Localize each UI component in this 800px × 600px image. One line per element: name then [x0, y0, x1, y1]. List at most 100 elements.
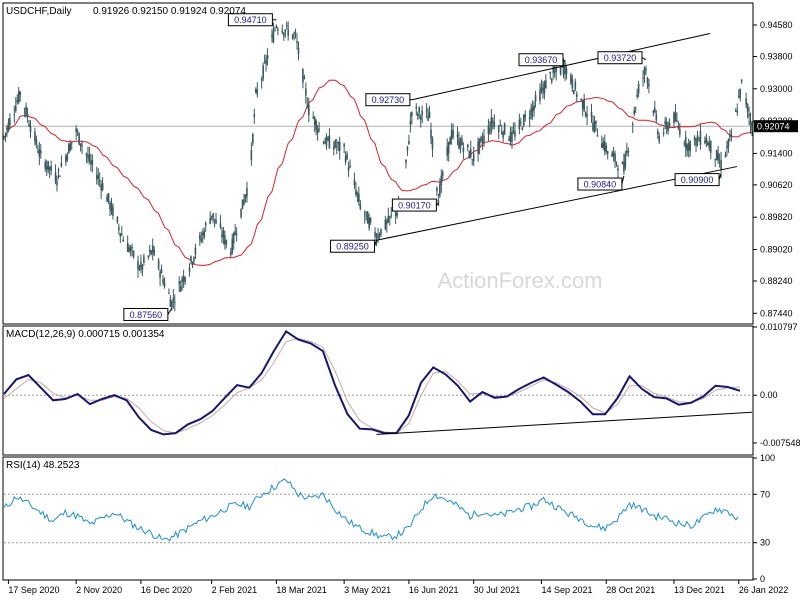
- candle-body: [120, 233, 123, 236]
- candle-body: [254, 89, 257, 93]
- candle-body: [168, 292, 170, 294]
- candle-body: [559, 67, 562, 75]
- candle-body: [282, 32, 285, 36]
- candle-body: [231, 238, 234, 253]
- candle-body: [677, 126, 680, 129]
- price-tick-label: 0.93800: [760, 51, 793, 61]
- candle-body: [478, 138, 481, 147]
- candle-body: [621, 162, 624, 165]
- candle-body: [570, 74, 572, 83]
- candle-body: [266, 55, 269, 59]
- candle-body: [57, 169, 60, 172]
- candle-body: [153, 249, 155, 256]
- candle-body: [617, 168, 619, 171]
- candle-body: [662, 132, 665, 134]
- candle-body: [37, 151, 39, 153]
- candle-body: [396, 212, 398, 216]
- candle-body: [592, 122, 594, 131]
- candle-body: [574, 81, 577, 90]
- candle-body: [416, 113, 419, 117]
- candle-body: [141, 265, 144, 270]
- candle-body: [726, 146, 728, 149]
- candle-body: [38, 149, 41, 157]
- candle-body: [736, 111, 739, 113]
- candle-body: [715, 150, 718, 160]
- candle-body: [305, 88, 307, 96]
- candle-body: [122, 239, 125, 242]
- candle-body: [522, 114, 525, 126]
- candle-body: [241, 199, 244, 209]
- candle-body: [378, 235, 381, 237]
- candle-body: [222, 230, 225, 238]
- price-annotation-label: 0.90170: [398, 201, 431, 211]
- candle-body: [717, 152, 719, 161]
- price-annotation-label: 0.92730: [372, 95, 405, 105]
- candle-body: [596, 135, 599, 137]
- candle-body: [40, 150, 42, 154]
- candle-body: [318, 128, 320, 130]
- candle-body: [23, 108, 26, 110]
- candle-body: [35, 139, 38, 145]
- candle-body: [530, 107, 532, 117]
- candle-body: [708, 142, 711, 149]
- candle-body: [580, 98, 582, 100]
- candle-body: [539, 90, 541, 101]
- candle-body: [683, 143, 686, 145]
- price-panel: [2, 2, 754, 325]
- candle-body: [746, 103, 749, 112]
- candle-body: [302, 68, 304, 83]
- candle-body: [129, 247, 132, 251]
- candle-body: [595, 120, 597, 124]
- candle-body: [193, 257, 195, 262]
- candle-body: [684, 137, 687, 149]
- candle-body: [601, 143, 603, 148]
- candle-body: [511, 131, 513, 143]
- candle-body: [664, 121, 666, 124]
- candle-body: [25, 106, 27, 116]
- candle-body: [735, 110, 737, 112]
- candle-body: [138, 267, 141, 270]
- x-tick-label: 16 Dec 2020: [141, 585, 192, 595]
- candle-body: [469, 149, 472, 158]
- candle-body: [363, 214, 366, 216]
- candle-body: [642, 77, 644, 79]
- candle-body: [614, 153, 616, 162]
- price-annotation-label: 0.90900: [681, 175, 714, 185]
- candle-body: [246, 188, 248, 197]
- candle-body: [555, 67, 557, 72]
- candle-body: [293, 33, 295, 35]
- candle-body: [294, 31, 297, 33]
- candle-body: [87, 154, 89, 158]
- candle-body: [355, 189, 357, 195]
- candle-body: [564, 62, 566, 75]
- candle-body: [394, 212, 397, 217]
- candle-body: [90, 160, 92, 164]
- candle-body: [437, 199, 440, 206]
- candle-body: [575, 93, 578, 97]
- candle-body: [431, 138, 434, 150]
- candle-body: [172, 297, 175, 301]
- candle-body: [76, 130, 79, 133]
- candle-body: [7, 122, 10, 131]
- candle-body: [737, 96, 740, 98]
- candle-body: [636, 94, 638, 97]
- candle-body: [654, 107, 656, 112]
- x-tick-label: 26 Jan 2022: [739, 585, 789, 595]
- candle-body: [405, 159, 407, 163]
- candle-body: [272, 31, 275, 43]
- candle-body: [624, 154, 627, 168]
- candle-body: [60, 162, 63, 167]
- candle-body: [97, 174, 100, 179]
- candle-body: [322, 141, 325, 143]
- x-tick-label: 30 Jul 2021: [474, 585, 521, 595]
- candle-body: [446, 146, 449, 156]
- candle-body: [387, 215, 390, 223]
- candle-body: [110, 203, 113, 212]
- candle-body: [549, 71, 552, 74]
- candles-group: [3, 21, 753, 312]
- watermark: ActionForex.com: [437, 268, 602, 293]
- candle-body: [705, 137, 708, 143]
- x-tick-label: 13 Dec 2021: [674, 585, 725, 595]
- candle-body: [109, 202, 111, 210]
- candle-body: [250, 150, 253, 160]
